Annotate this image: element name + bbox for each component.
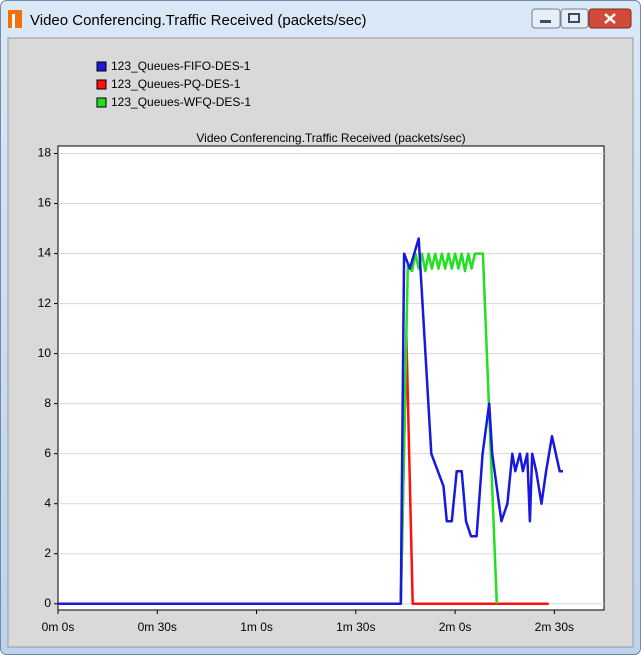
y-tick-label: 2 (44, 546, 51, 560)
x-tick-label: 1m 0s (240, 620, 273, 634)
series-line (58, 237, 563, 605)
y-tick-label: 4 (44, 496, 51, 510)
x-tick-label: 2m 30s (535, 620, 574, 634)
y-tick-label: 10 (38, 346, 52, 360)
legend-label: 123_Queues-PQ-DES-1 (111, 77, 241, 91)
series-line (58, 252, 499, 605)
x-tick-label: 2m 0s (439, 620, 472, 634)
y-tick-label: 18 (38, 146, 52, 160)
maximize-button[interactable] (560, 8, 589, 29)
minimize-icon (540, 20, 551, 23)
app-icon-mark (12, 14, 15, 28)
y-tick-label: 12 (38, 296, 52, 310)
legend-swatch (96, 61, 107, 72)
legend-label: 123_Queues-FIFO-DES-1 (111, 59, 251, 73)
y-tick-label: 16 (38, 196, 52, 210)
legend-label: 123_Queues-WFQ-DES-1 (111, 95, 251, 109)
legend-swatch (96, 97, 107, 108)
y-tick-label: 14 (38, 246, 52, 260)
maximize-icon (568, 13, 580, 23)
y-tick-label: 6 (44, 446, 51, 460)
plot-area (57, 145, 605, 611)
close-icon (604, 13, 616, 24)
y-tick-label: 0 (44, 596, 51, 610)
minimize-button[interactable] (531, 8, 561, 29)
y-tick-label: 8 (44, 396, 51, 410)
x-tick-label: 0m 0s (42, 620, 75, 634)
chart-title: Video Conferencing.Traffic Received (pac… (196, 131, 465, 145)
legend-swatch (96, 79, 107, 90)
x-tick-label: 0m 30s (138, 620, 177, 634)
x-tick-label: 1m 30s (336, 620, 375, 634)
window-title: Video Conferencing.Traffic Received (pac… (30, 12, 367, 29)
